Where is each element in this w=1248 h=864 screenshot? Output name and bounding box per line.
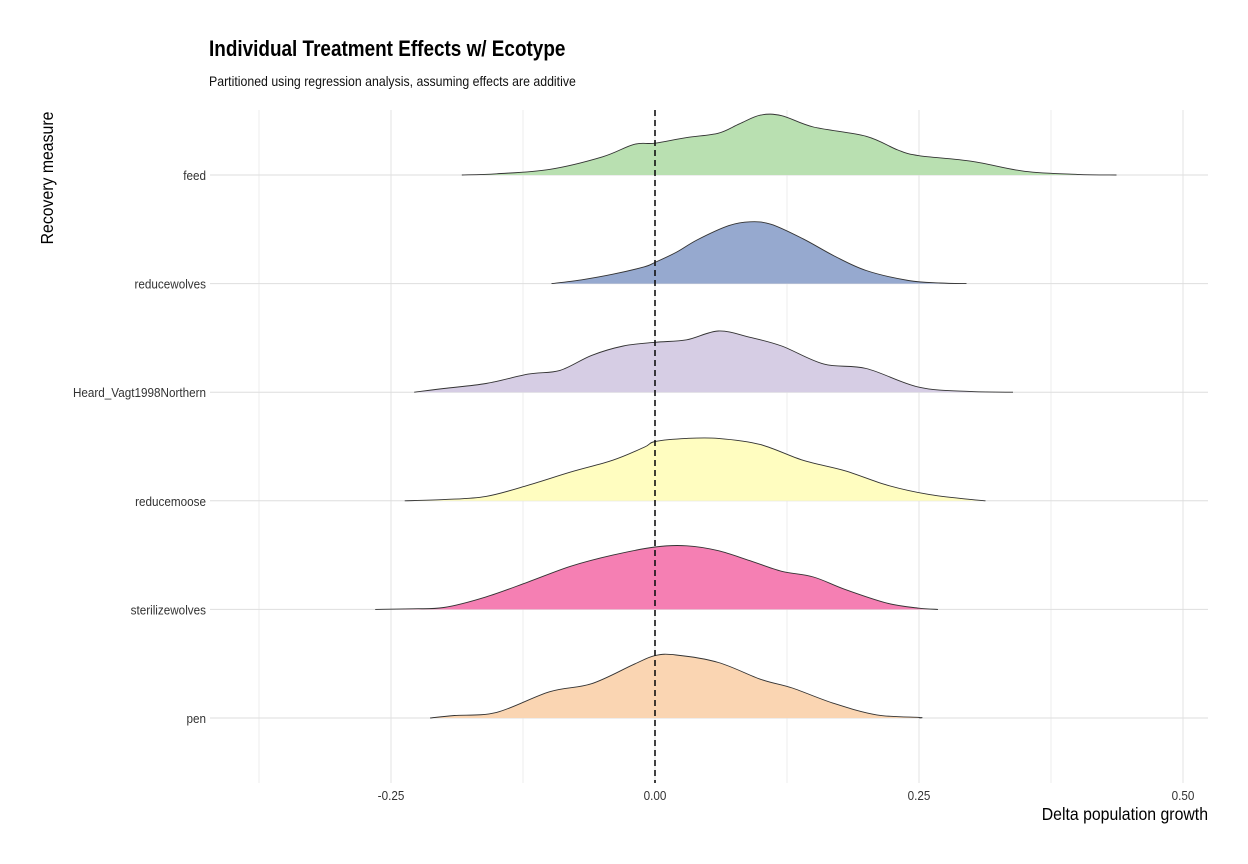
ridge-fill-feed xyxy=(461,114,1117,175)
chart-title: Individual Treatment Effects w/ Ecotype xyxy=(209,36,566,61)
ridge-fill-reducewolves xyxy=(551,221,967,284)
ridge-outline-pen xyxy=(430,653,923,719)
y-tick-label: Heard_Vagt1998Northern xyxy=(73,386,206,401)
ridge-fill-reducemoose xyxy=(404,437,986,501)
ridge-fill-sterilizewolves xyxy=(375,545,938,610)
y-tick-label: pen xyxy=(186,711,206,726)
ridge-fill-pen xyxy=(430,654,923,718)
x-tick-label: 0.50 xyxy=(1172,788,1195,803)
ridge-outline-feed xyxy=(461,113,1117,176)
y-axis-title: Recovery measure xyxy=(37,112,57,245)
chart-subtitle: Partitioned using regression analysis, a… xyxy=(209,73,576,89)
ridge-outline-sterilizewolves xyxy=(375,545,939,610)
y-tick-label: sterilizewolves xyxy=(131,603,206,618)
x-tick-labels: -0.25 0.00 0.25 0.50 xyxy=(378,788,1195,803)
x-tick-label: 0.00 xyxy=(644,788,667,803)
x-tick-label: 0.25 xyxy=(908,788,931,803)
ridge-outline-Heard_Vagt1998Northern xyxy=(414,330,1014,393)
density-ridges xyxy=(375,113,1117,719)
ridge-outline-reducewolves xyxy=(551,221,967,285)
x-axis-title: Delta population growth xyxy=(1042,804,1208,824)
y-tick-label: reducewolves xyxy=(134,277,206,292)
ridge-outline-reducemoose xyxy=(404,437,986,502)
y-tick-label: reducemoose xyxy=(135,494,206,509)
y-tick-labels: feed reducewolves Heard_Vagt1998Northernre… xyxy=(73,168,206,726)
x-tick-label: -0.25 xyxy=(378,788,405,803)
y-tick-label: feed xyxy=(183,168,206,183)
ridge-fill-Heard_Vagt1998Northern xyxy=(414,330,1013,393)
